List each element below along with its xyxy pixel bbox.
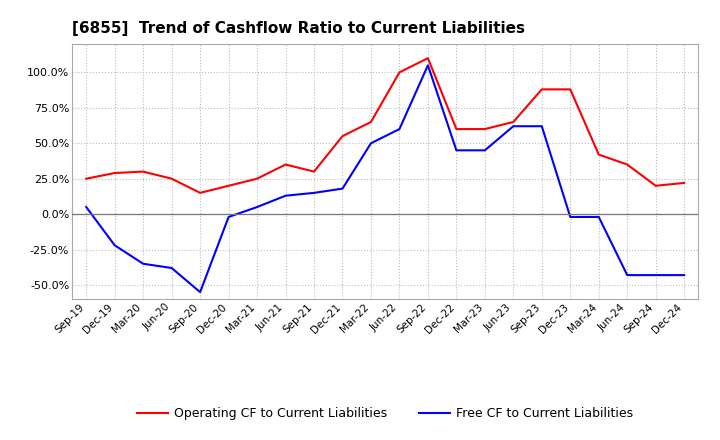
Operating CF to Current Liabilities [196,190,204,195]
Operating CF to Current Liabilities [452,126,461,132]
Operating CF to Current Liabilities [82,176,91,181]
Free CF to Current Liabilities [338,186,347,191]
Free CF to Current Liabilities [537,124,546,129]
Operating CF to Current Liabilities [225,183,233,188]
Free CF to Current Liabilities [225,214,233,220]
Free CF to Current Liabilities [509,124,518,129]
Operating CF to Current Liabilities [366,119,375,125]
Operating CF to Current Liabilities [253,176,261,181]
Operating CF to Current Liabilities [110,170,119,176]
Operating CF to Current Liabilities [509,119,518,125]
Free CF to Current Liabilities [423,62,432,68]
Operating CF to Current Liabilities [310,169,318,174]
Operating CF to Current Liabilities [167,176,176,181]
Free CF to Current Liabilities [282,193,290,198]
Line: Operating CF to Current Liabilities: Operating CF to Current Liabilities [86,58,684,193]
Free CF to Current Liabilities [452,148,461,153]
Free CF to Current Liabilities [110,243,119,248]
Operating CF to Current Liabilities [652,183,660,188]
Operating CF to Current Liabilities [282,162,290,167]
Free CF to Current Liabilities [139,261,148,266]
Operating CF to Current Liabilities [480,126,489,132]
Operating CF to Current Liabilities [595,152,603,157]
Operating CF to Current Liabilities [139,169,148,174]
Operating CF to Current Liabilities [395,70,404,75]
Text: [6855]  Trend of Cashflow Ratio to Current Liabilities: [6855] Trend of Cashflow Ratio to Curren… [72,21,525,36]
Free CF to Current Liabilities [253,205,261,210]
Operating CF to Current Liabilities [537,87,546,92]
Free CF to Current Liabilities [566,214,575,220]
Free CF to Current Liabilities [310,190,318,195]
Free CF to Current Liabilities [82,205,91,210]
Free CF to Current Liabilities [623,272,631,278]
Free CF to Current Liabilities [652,272,660,278]
Line: Free CF to Current Liabilities: Free CF to Current Liabilities [86,65,684,292]
Free CF to Current Liabilities [395,126,404,132]
Operating CF to Current Liabilities [423,55,432,61]
Free CF to Current Liabilities [167,265,176,271]
Operating CF to Current Liabilities [623,162,631,167]
Legend: Operating CF to Current Liabilities, Free CF to Current Liabilities: Operating CF to Current Liabilities, Fre… [132,403,639,425]
Free CF to Current Liabilities [480,148,489,153]
Free CF to Current Liabilities [196,290,204,295]
Free CF to Current Liabilities [595,214,603,220]
Operating CF to Current Liabilities [680,180,688,186]
Operating CF to Current Liabilities [338,133,347,139]
Free CF to Current Liabilities [366,141,375,146]
Free CF to Current Liabilities [680,272,688,278]
Operating CF to Current Liabilities [566,87,575,92]
